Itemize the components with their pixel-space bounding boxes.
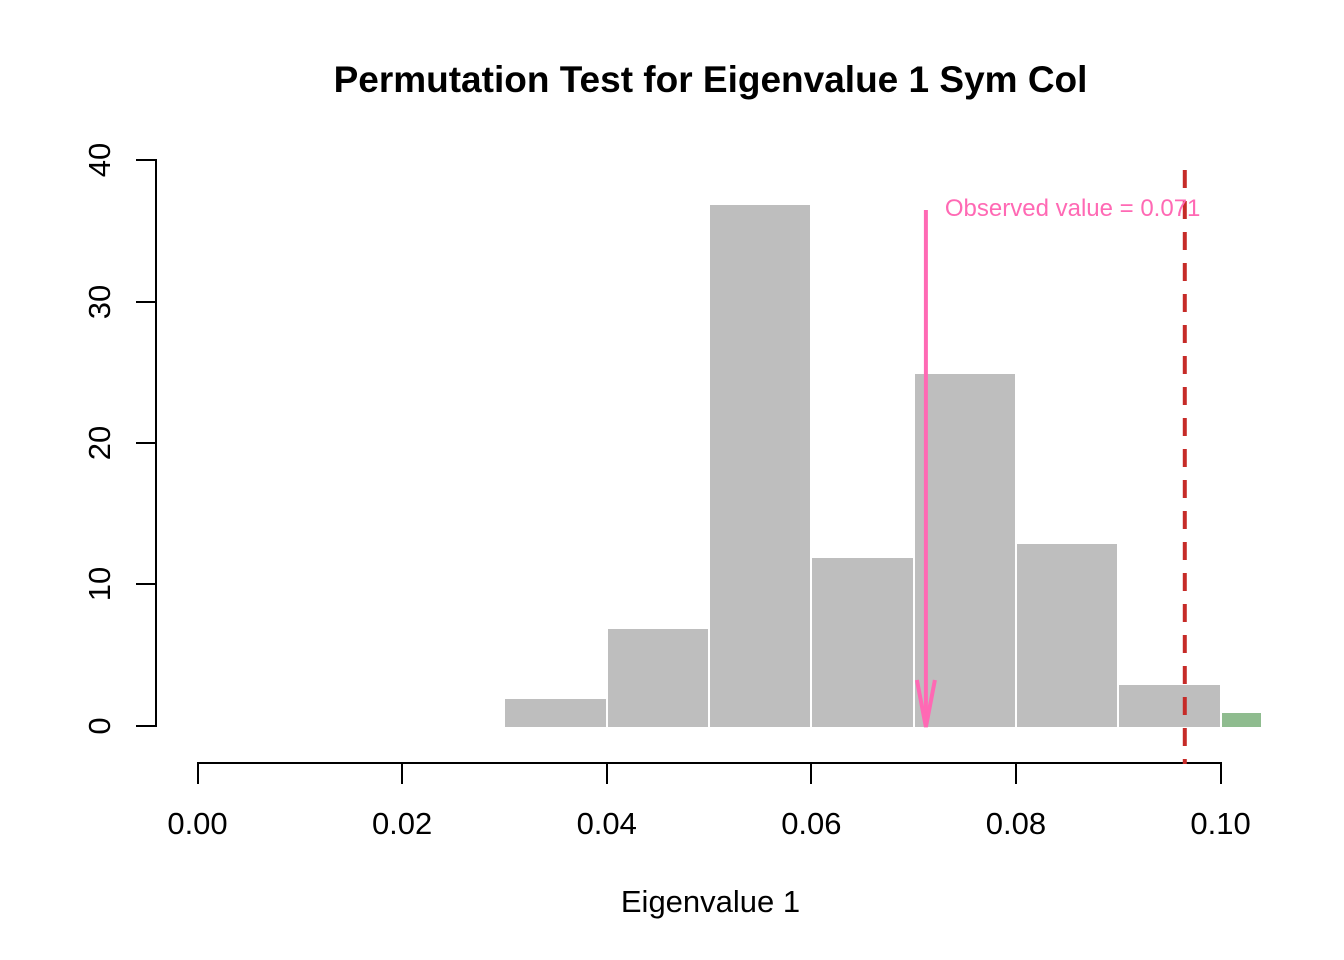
y-axis-tick xyxy=(136,159,156,162)
y-axis-tick xyxy=(136,300,156,303)
y-tick-label: 20 xyxy=(82,425,117,461)
x-axis-tick xyxy=(1014,762,1017,784)
x-axis-tick xyxy=(196,762,199,784)
y-axis-line xyxy=(155,159,157,727)
histogram-bar xyxy=(503,697,608,727)
x-tick-label: 0.08 xyxy=(985,806,1047,841)
chart-title: Permutation Test for Eigenvalue 1 Sym Co… xyxy=(333,59,1088,100)
x-tick-label: 0.00 xyxy=(167,806,228,841)
x-axis-tick xyxy=(1219,762,1222,784)
histogram-bar xyxy=(605,626,711,727)
histogram-bar xyxy=(912,372,1017,727)
x-tick-label: 0.04 xyxy=(576,806,637,841)
histogram-bar-extreme xyxy=(1219,711,1263,727)
x-tick-label: 0.02 xyxy=(371,806,433,841)
y-tick-label: 40 xyxy=(82,143,117,178)
y-tick-label: 30 xyxy=(82,284,117,319)
x-axis-title: Eigenvalue 1 xyxy=(620,884,801,919)
histogram-bar xyxy=(708,202,813,727)
histogram-bar xyxy=(1014,541,1120,727)
histogram-bar xyxy=(1117,683,1222,727)
x-axis-tick xyxy=(605,762,608,784)
y-axis-tick xyxy=(136,724,156,727)
histogram-bar xyxy=(810,556,915,727)
y-tick-label: 10 xyxy=(82,567,117,602)
observed-value-label: Observed value = 0.071 xyxy=(944,195,1201,222)
y-tick-label: 0 xyxy=(82,716,117,735)
x-tick-label: 0.06 xyxy=(781,806,842,841)
x-axis-tick xyxy=(810,762,813,784)
y-axis-tick xyxy=(136,442,156,444)
x-axis-line xyxy=(196,762,1222,764)
y-axis-tick xyxy=(136,583,156,586)
x-axis-tick xyxy=(401,762,404,784)
x-tick-label: 0.10 xyxy=(1190,806,1251,841)
